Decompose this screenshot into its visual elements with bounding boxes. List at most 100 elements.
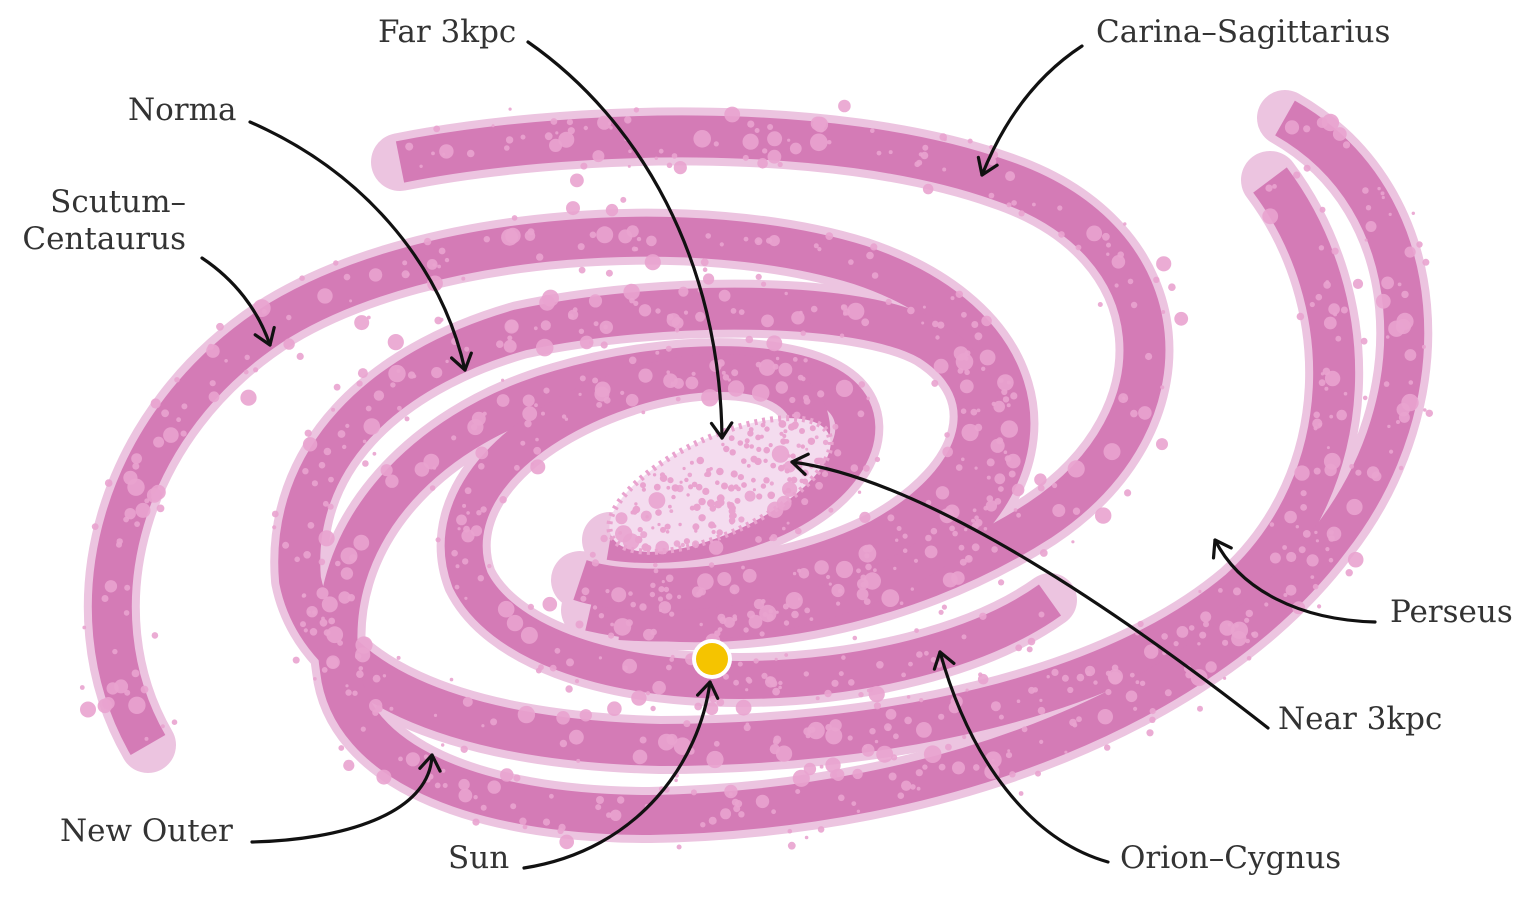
star-dot (787, 138, 791, 142)
star-dot (181, 403, 188, 410)
star-dot (916, 786, 921, 791)
star-dot (318, 530, 335, 547)
star-dot (1223, 676, 1227, 680)
star-dot (511, 215, 518, 221)
star-dot (1328, 557, 1334, 563)
core-dot (637, 526, 643, 533)
core-dot (645, 515, 649, 519)
star-dot (990, 438, 1005, 453)
star-dot (1425, 409, 1434, 417)
star-dot (579, 335, 594, 350)
star-dot (1398, 465, 1404, 471)
star-dot (925, 534, 932, 542)
star-dot (1137, 620, 1144, 628)
star-dot (1018, 791, 1024, 796)
star-dot (566, 658, 574, 667)
star-dot (508, 107, 512, 111)
star-dot (638, 368, 653, 383)
star-dot (1245, 638, 1250, 644)
star-dot (1139, 680, 1146, 686)
star-dot (778, 680, 783, 686)
core-dot (686, 493, 690, 497)
star-dot (1331, 247, 1339, 255)
star-dot (673, 540, 681, 547)
star-dot (998, 714, 1004, 720)
star-dot (362, 460, 369, 467)
core-dot (741, 458, 747, 464)
star-dot (1130, 301, 1138, 309)
star-dot (549, 138, 563, 152)
star-dot (500, 768, 514, 782)
star-dot (140, 685, 149, 694)
star-dot (915, 769, 923, 777)
star-dot (933, 358, 949, 374)
star-dot (1138, 406, 1152, 420)
star-dot (1156, 438, 1168, 451)
star-dot (1346, 498, 1363, 516)
star-dot (1097, 709, 1114, 725)
star-dot (1197, 705, 1203, 712)
star-dot (317, 288, 333, 304)
star-dot (887, 514, 895, 522)
core-dot (692, 523, 700, 531)
star-dot (759, 631, 765, 637)
star-dot (783, 620, 790, 626)
core-dot (790, 453, 796, 459)
star-dot (961, 457, 965, 462)
star-dot (622, 658, 637, 674)
star-dot (524, 420, 532, 428)
star-dot (1340, 306, 1348, 314)
star-dot (694, 702, 703, 711)
star-dot (772, 363, 779, 370)
star-dot (724, 784, 738, 799)
core-dot (689, 460, 694, 465)
star-dot (1404, 246, 1416, 258)
star-dot (777, 161, 783, 168)
star-dot (596, 796, 604, 804)
star-dot (895, 538, 899, 542)
star-dot (1156, 256, 1172, 272)
star-dot (769, 481, 774, 486)
star-dot (373, 390, 385, 401)
core-dot (784, 439, 790, 444)
star-dot (625, 393, 639, 407)
label-sun: Sun (448, 840, 510, 876)
star-dot (1395, 318, 1411, 335)
star-dot (123, 516, 129, 523)
star-dot (787, 841, 796, 850)
star-dot (206, 344, 220, 358)
star-dot (565, 685, 573, 693)
arm-norma (278, 167, 1356, 766)
star-dot (708, 562, 715, 568)
star-dot (397, 405, 402, 411)
star-dot (462, 558, 469, 565)
star-dot (856, 588, 869, 601)
star-dot (745, 676, 752, 683)
core-dot (660, 526, 666, 533)
star-dot (1034, 473, 1047, 486)
star-dot (852, 768, 863, 780)
core-dot (799, 428, 805, 434)
star-dot (1218, 588, 1223, 593)
star-dot (906, 695, 911, 699)
star-dot (1160, 385, 1165, 390)
star-dot (1135, 680, 1140, 685)
star-dot (1015, 644, 1023, 652)
star-dot (1117, 251, 1124, 258)
arrow-norma-head (450, 351, 473, 372)
star-dot (964, 527, 968, 532)
star-dot (208, 391, 220, 403)
star-dot (358, 666, 364, 671)
star-dot (302, 468, 309, 475)
star-dot (326, 626, 344, 644)
star-dot (866, 251, 874, 260)
star-dot (998, 486, 1004, 492)
star-dot (1295, 525, 1300, 529)
star-dot (1296, 312, 1305, 321)
star-dot (396, 369, 401, 373)
star-dot (1052, 482, 1058, 489)
star-dot (782, 526, 786, 531)
star-dot (756, 239, 760, 243)
star-dot (451, 435, 457, 441)
star-dot (396, 655, 401, 660)
